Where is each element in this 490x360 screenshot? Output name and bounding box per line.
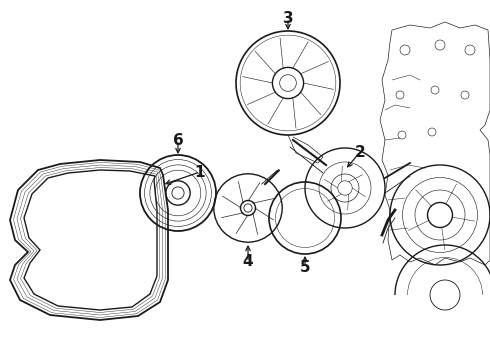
Text: 3: 3 — [283, 10, 294, 26]
Text: 5: 5 — [300, 261, 310, 275]
Text: 6: 6 — [172, 132, 183, 148]
Text: 4: 4 — [243, 255, 253, 270]
Text: 1: 1 — [195, 165, 205, 180]
Text: 2: 2 — [355, 144, 366, 159]
